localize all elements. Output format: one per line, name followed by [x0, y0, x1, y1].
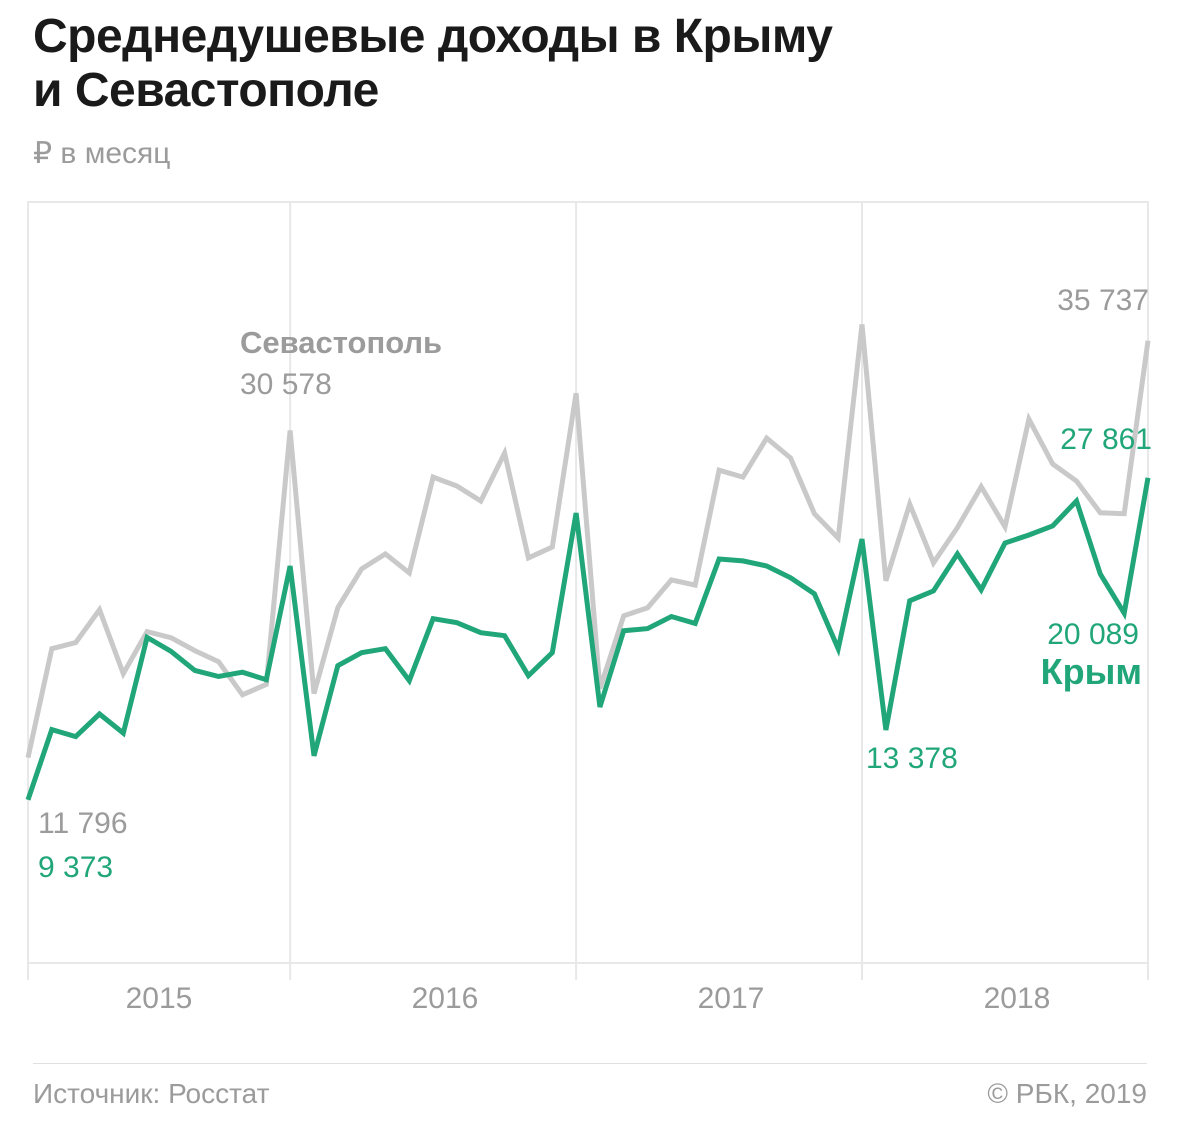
- page-title-line1: Среднедушевые доходы в Крыму: [33, 10, 833, 63]
- value-label-crimea-jan2018: 13 378: [866, 742, 958, 775]
- page-title: Среднедушевые доходы в Крыму и Севастопо…: [33, 10, 1133, 118]
- value-label-sevastopol-dec2018: 35 737: [1057, 284, 1149, 317]
- footer-divider: [33, 1063, 1147, 1064]
- value-label-crimea-dec2018: 27 861: [1060, 423, 1152, 456]
- x-axis-label-2016: 2016: [411, 982, 479, 1015]
- line-crimea: [25, 477, 1151, 801]
- page-subtitle: ₽ в месяц: [33, 137, 171, 170]
- page-title-line2: и Севастополе: [33, 64, 379, 118]
- value-label-crimea-jan2015: 9 373: [38, 851, 114, 884]
- value-label-sevastopol-dec2015: 30 578: [240, 368, 332, 401]
- x-axis-label-2015: 2015: [125, 982, 193, 1015]
- x-axis-label-2018: 2018: [983, 982, 1051, 1015]
- line-sevastopol: [25, 324, 1151, 759]
- x-axis-label-2017: 2017: [697, 982, 765, 1015]
- value-label-sevastopol-jan2015: 11 796: [38, 807, 128, 840]
- series-label-sevastopol: Севастополь: [240, 325, 443, 360]
- value-label-crimea-nov2018: 20 089: [1047, 618, 1139, 651]
- source-credit: Источник: Росстат: [33, 1078, 270, 1109]
- copyright-credit: © РБК, 2019: [987, 1078, 1147, 1109]
- series-label-crimea: Крым: [1040, 651, 1142, 692]
